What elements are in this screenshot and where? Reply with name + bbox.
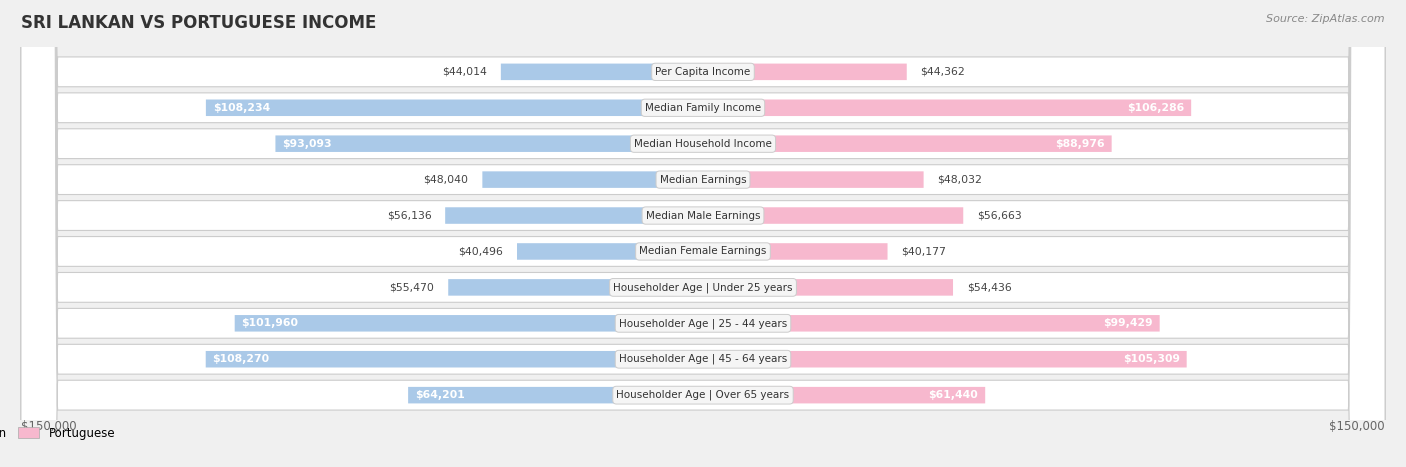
Text: $48,032: $48,032 — [938, 175, 983, 184]
FancyBboxPatch shape — [21, 0, 1385, 467]
Text: $99,429: $99,429 — [1104, 318, 1153, 328]
Text: Householder Age | 45 - 64 years: Householder Age | 45 - 64 years — [619, 354, 787, 364]
Text: $64,201: $64,201 — [415, 390, 465, 400]
FancyBboxPatch shape — [703, 387, 986, 403]
FancyBboxPatch shape — [21, 0, 1385, 467]
Text: Per Capita Income: Per Capita Income — [655, 67, 751, 77]
FancyBboxPatch shape — [703, 351, 1187, 368]
Text: Median Family Income: Median Family Income — [645, 103, 761, 113]
FancyBboxPatch shape — [205, 99, 703, 116]
Legend: Sri Lankan, Portuguese: Sri Lankan, Portuguese — [0, 422, 120, 444]
FancyBboxPatch shape — [446, 207, 703, 224]
FancyBboxPatch shape — [703, 99, 1191, 116]
Text: $56,663: $56,663 — [977, 211, 1022, 220]
Text: Householder Age | Over 65 years: Householder Age | Over 65 years — [616, 390, 790, 400]
Text: $93,093: $93,093 — [283, 139, 332, 149]
Text: $150,000: $150,000 — [1330, 419, 1385, 432]
FancyBboxPatch shape — [703, 279, 953, 296]
FancyBboxPatch shape — [235, 315, 703, 332]
Text: $106,286: $106,286 — [1128, 103, 1184, 113]
Text: $40,496: $40,496 — [458, 247, 503, 256]
Text: $105,309: $105,309 — [1123, 354, 1180, 364]
FancyBboxPatch shape — [21, 0, 1385, 467]
Text: Householder Age | Under 25 years: Householder Age | Under 25 years — [613, 282, 793, 293]
FancyBboxPatch shape — [501, 64, 703, 80]
FancyBboxPatch shape — [21, 0, 1385, 467]
FancyBboxPatch shape — [276, 135, 703, 152]
FancyBboxPatch shape — [703, 207, 963, 224]
Text: Median Male Earnings: Median Male Earnings — [645, 211, 761, 220]
Text: Householder Age | 25 - 44 years: Householder Age | 25 - 44 years — [619, 318, 787, 329]
FancyBboxPatch shape — [408, 387, 703, 403]
FancyBboxPatch shape — [703, 315, 1160, 332]
FancyBboxPatch shape — [21, 0, 1385, 467]
Text: Median Household Income: Median Household Income — [634, 139, 772, 149]
Text: $40,177: $40,177 — [901, 247, 946, 256]
Text: $61,440: $61,440 — [928, 390, 979, 400]
FancyBboxPatch shape — [482, 171, 703, 188]
FancyBboxPatch shape — [449, 279, 703, 296]
Text: $108,234: $108,234 — [212, 103, 270, 113]
Text: $88,976: $88,976 — [1054, 139, 1105, 149]
Text: $44,362: $44,362 — [921, 67, 966, 77]
FancyBboxPatch shape — [205, 351, 703, 368]
Text: $54,436: $54,436 — [967, 283, 1011, 292]
Text: Source: ZipAtlas.com: Source: ZipAtlas.com — [1267, 14, 1385, 24]
Text: $150,000: $150,000 — [21, 419, 76, 432]
Text: Median Female Earnings: Median Female Earnings — [640, 247, 766, 256]
Text: $55,470: $55,470 — [389, 283, 434, 292]
FancyBboxPatch shape — [21, 0, 1385, 467]
Text: SRI LANKAN VS PORTUGUESE INCOME: SRI LANKAN VS PORTUGUESE INCOME — [21, 14, 377, 32]
FancyBboxPatch shape — [21, 0, 1385, 467]
Text: Median Earnings: Median Earnings — [659, 175, 747, 184]
Text: $101,960: $101,960 — [242, 318, 298, 328]
Text: $56,136: $56,136 — [387, 211, 432, 220]
FancyBboxPatch shape — [517, 243, 703, 260]
Text: $48,040: $48,040 — [423, 175, 468, 184]
FancyBboxPatch shape — [21, 0, 1385, 467]
FancyBboxPatch shape — [21, 0, 1385, 467]
FancyBboxPatch shape — [21, 0, 1385, 467]
FancyBboxPatch shape — [703, 64, 907, 80]
Text: $108,270: $108,270 — [212, 354, 270, 364]
Text: $44,014: $44,014 — [443, 67, 486, 77]
FancyBboxPatch shape — [703, 243, 887, 260]
FancyBboxPatch shape — [703, 171, 924, 188]
FancyBboxPatch shape — [703, 135, 1112, 152]
